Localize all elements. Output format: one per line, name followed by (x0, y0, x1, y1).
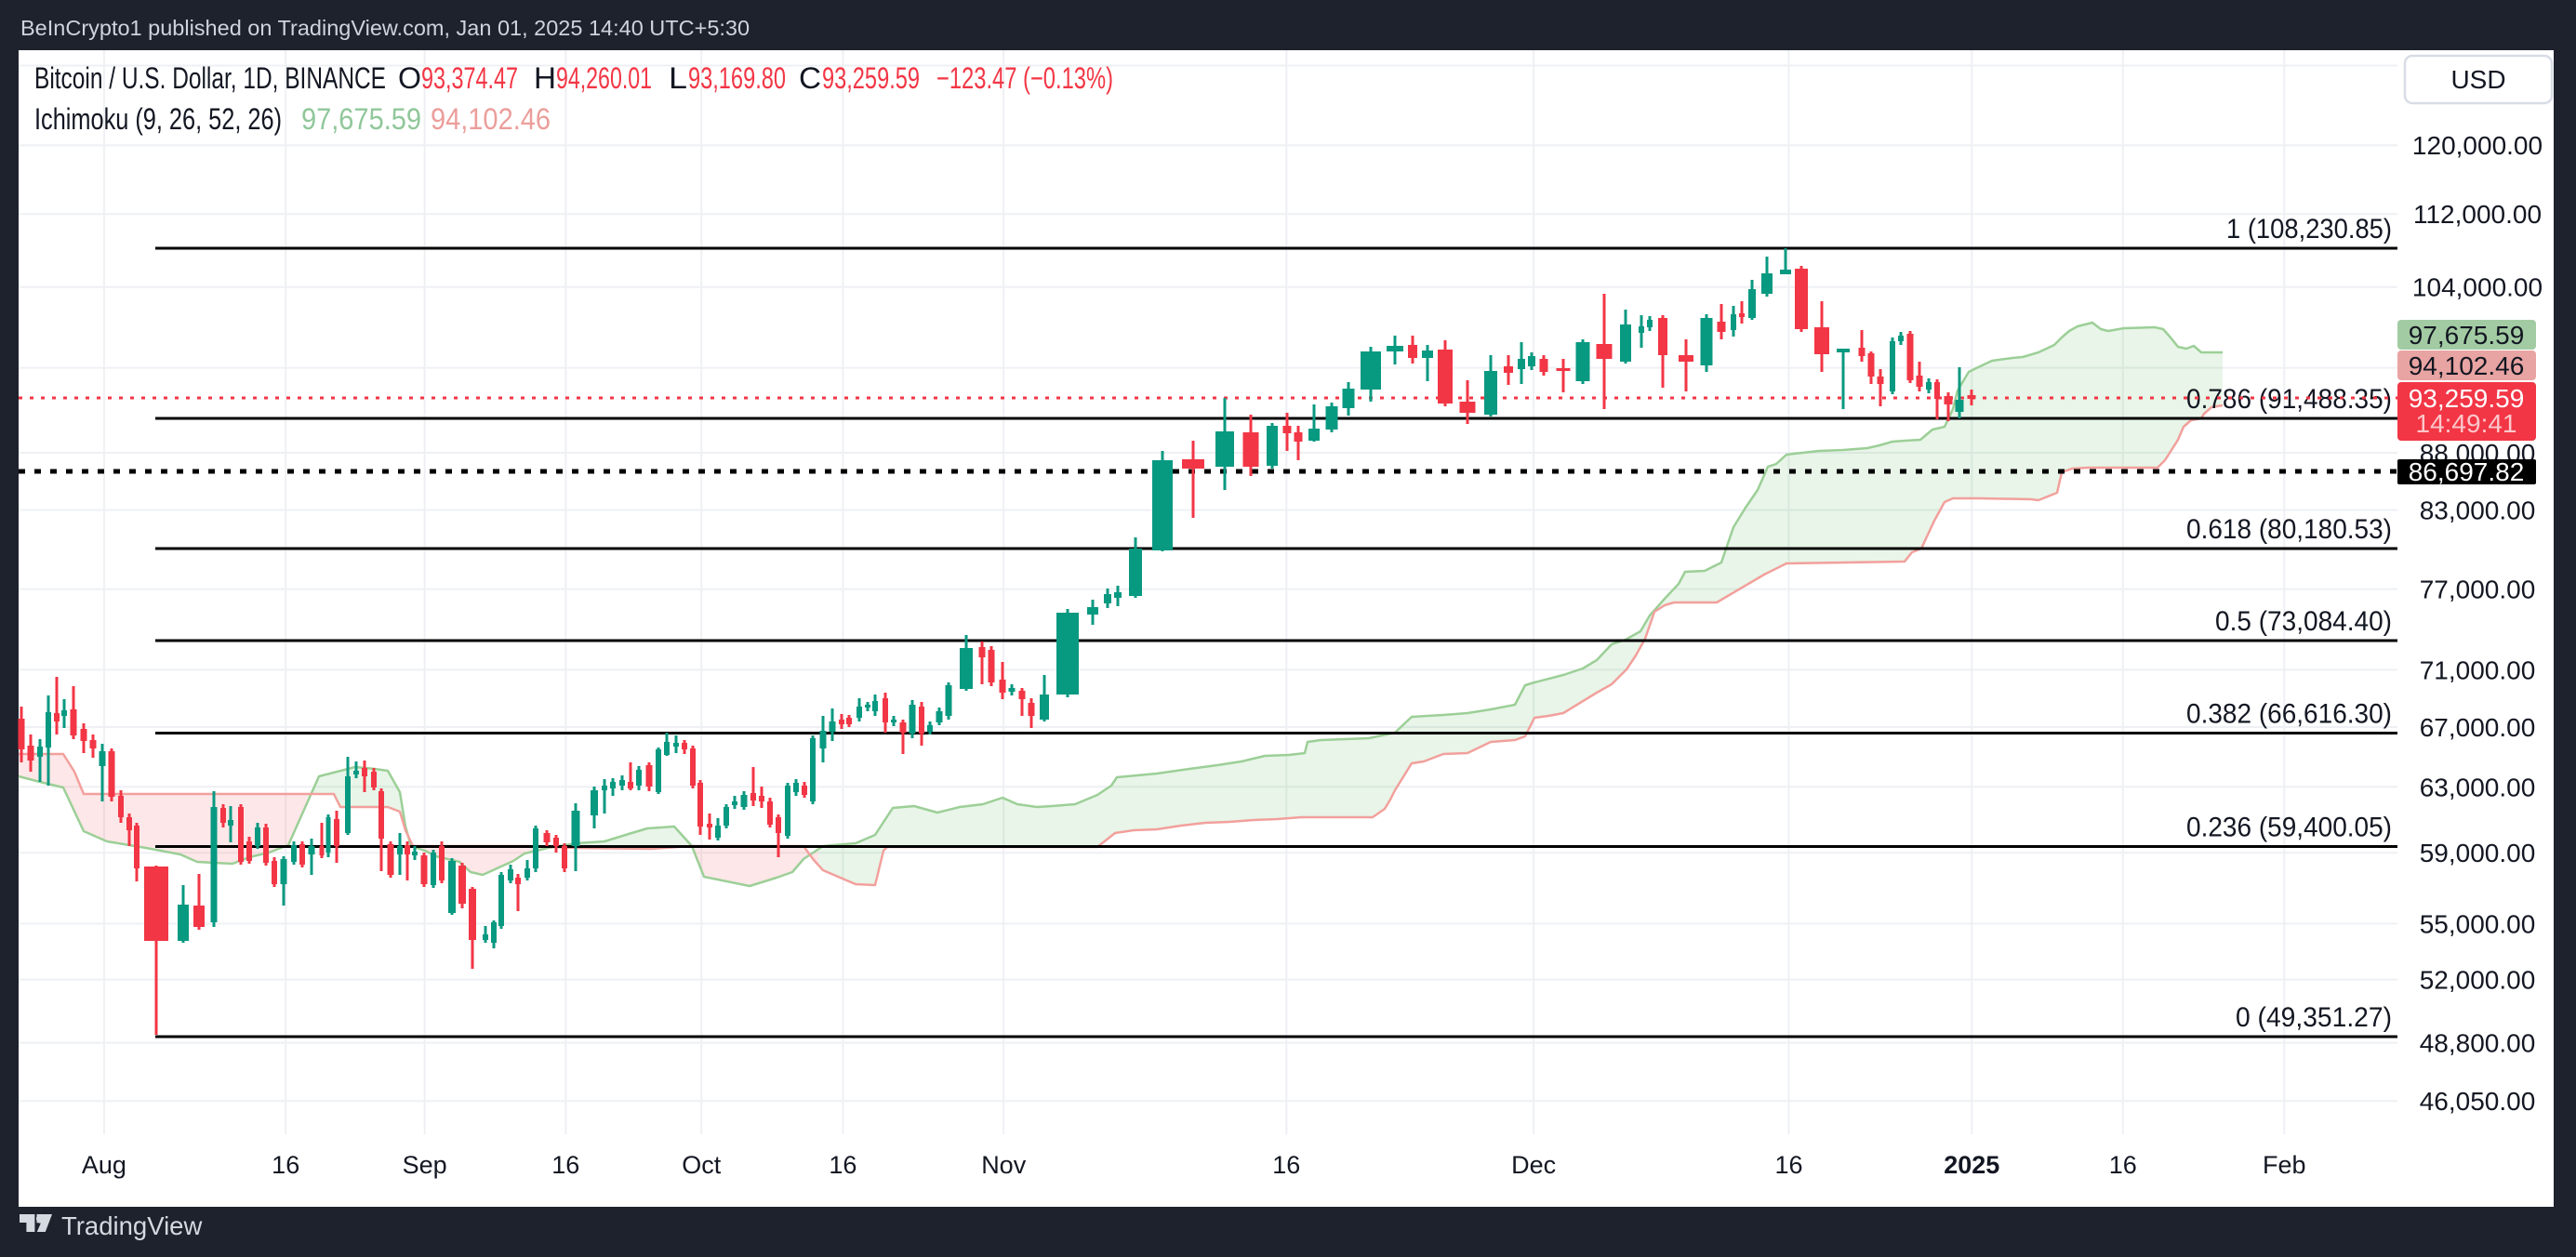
svg-text:94,260.01: 94,260.01 (556, 61, 652, 95)
svg-text:TradingView: TradingView (61, 1211, 202, 1240)
svg-text:0.5 (73,084.40): 0.5 (73,084.40) (2215, 606, 2392, 637)
svg-text:93,259.59: 93,259.59 (822, 61, 920, 95)
svg-text:14:49:41: 14:49:41 (2416, 409, 2517, 438)
svg-text:0.382 (66,616.30): 0.382 (66,616.30) (2186, 699, 2392, 730)
svg-text:16: 16 (1774, 1151, 1802, 1179)
svg-text:Ichimoku (9, 26, 52, 26): Ichimoku (9, 26, 52, 26) (34, 102, 282, 136)
svg-text:Oct: Oct (682, 1151, 722, 1179)
svg-text:2025: 2025 (1944, 1151, 1999, 1179)
svg-text:59,000.00: 59,000.00 (2420, 839, 2536, 867)
svg-text:0.236 (59,400.05): 0.236 (59,400.05) (2186, 813, 2392, 843)
svg-text:Aug: Aug (82, 1151, 126, 1179)
svg-text:Nov: Nov (981, 1151, 1027, 1179)
svg-text:16: 16 (551, 1151, 579, 1179)
svg-text:112,000.00: 112,000.00 (2413, 200, 2542, 229)
svg-text:0 (49,351.27): 0 (49,351.27) (2236, 1002, 2392, 1033)
svg-text:86,697.82: 86,697.82 (2409, 457, 2525, 486)
svg-text:16: 16 (1272, 1151, 1300, 1179)
svg-text:97,675.59: 97,675.59 (2409, 321, 2525, 350)
svg-text:16: 16 (272, 1151, 299, 1179)
svg-text:67,000.00: 67,000.00 (2420, 713, 2536, 742)
svg-text:H: H (534, 61, 556, 95)
svg-text:93,169.80: 93,169.80 (688, 61, 786, 95)
svg-text:48,800.00: 48,800.00 (2420, 1029, 2536, 1058)
svg-text:L: L (669, 61, 687, 95)
svg-text:Dec: Dec (1511, 1151, 1556, 1179)
svg-text:USD: USD (2450, 65, 2505, 94)
svg-text:0.618 (80,180.53): 0.618 (80,180.53) (2186, 514, 2392, 545)
svg-text:46,050.00: 46,050.00 (2420, 1087, 2536, 1116)
svg-text:C: C (799, 61, 821, 95)
svg-text:77,000.00: 77,000.00 (2420, 576, 2536, 604)
svg-text:Sep: Sep (403, 1151, 447, 1179)
svg-text:94,102.46: 94,102.46 (431, 102, 551, 136)
svg-text:97,675.59: 97,675.59 (301, 102, 421, 136)
svg-text:BeInCrypto1 published on Tradi: BeInCrypto1 published on TradingView.com… (20, 16, 750, 40)
svg-text:93,259.59: 93,259.59 (2409, 384, 2525, 413)
svg-text:O: O (398, 61, 421, 95)
svg-text:1 (108,230.85): 1 (108,230.85) (2226, 214, 2392, 245)
svg-text:16: 16 (2109, 1151, 2137, 1179)
svg-text:120,000.00: 120,000.00 (2412, 131, 2543, 160)
svg-text:93,374.47: 93,374.47 (421, 61, 518, 95)
svg-text:63,000.00: 63,000.00 (2420, 773, 2536, 801)
svg-text:Bitcoin / U.S. Dollar, 1D, BIN: Bitcoin / U.S. Dollar, 1D, BINANCE (34, 61, 386, 95)
svg-text:Feb: Feb (2263, 1151, 2306, 1179)
svg-text:104,000.00: 104,000.00 (2412, 273, 2543, 302)
svg-text:52,000.00: 52,000.00 (2420, 966, 2536, 995)
svg-text:−123.47 (−0.13%): −123.47 (−0.13%) (936, 61, 1113, 95)
svg-text:83,000.00: 83,000.00 (2420, 496, 2536, 525)
svg-text:55,000.00: 55,000.00 (2420, 910, 2536, 939)
svg-text:94,102.46: 94,102.46 (2409, 351, 2525, 380)
svg-text:71,000.00: 71,000.00 (2420, 655, 2536, 684)
svg-text:16: 16 (829, 1151, 856, 1179)
